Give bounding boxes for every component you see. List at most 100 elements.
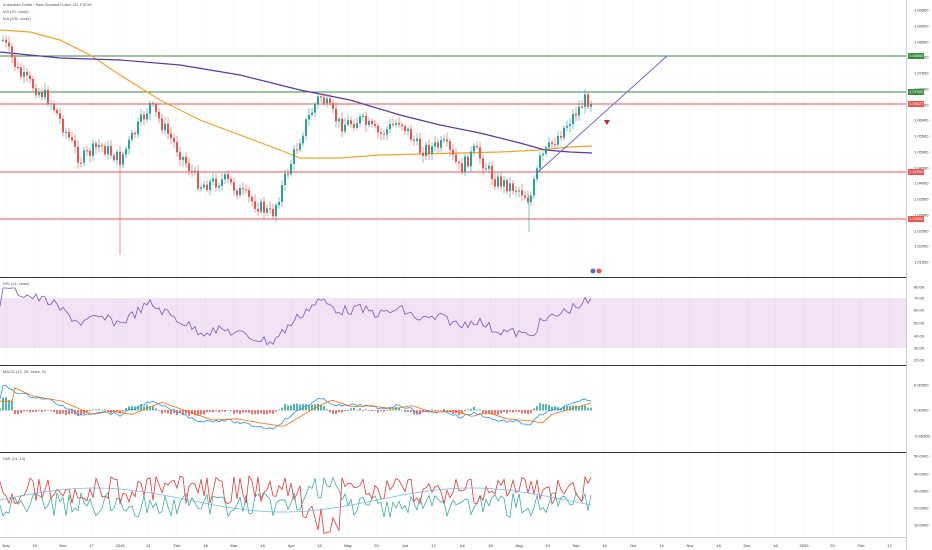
macd-bar bbox=[263, 410, 265, 415]
candle bbox=[476, 146, 478, 148]
price-axis[interactable] bbox=[906, 0, 932, 550]
macd-bar bbox=[260, 410, 262, 414]
rsi-line bbox=[0, 287, 592, 346]
candle bbox=[419, 138, 421, 153]
dmi-legend[interactable]: DMI (14, 14) bbox=[3, 456, 26, 461]
macd-bar bbox=[563, 406, 565, 411]
macd-bar bbox=[107, 410, 109, 412]
rsi-tick-label: 40.00 bbox=[914, 333, 925, 339]
time-tick-label: Mar bbox=[230, 543, 238, 548]
candle bbox=[407, 128, 409, 132]
macd-bar bbox=[296, 403, 298, 411]
candle bbox=[272, 208, 274, 217]
macd-bar bbox=[59, 410, 61, 415]
macd-bar bbox=[95, 409, 97, 411]
macd-bar bbox=[464, 410, 466, 412]
macd-bar bbox=[284, 404, 286, 411]
macd-bar bbox=[347, 410, 349, 412]
candle bbox=[452, 149, 454, 155]
price-tick-label: 1.09500 bbox=[914, 7, 929, 13]
macd-line bbox=[0, 384, 592, 430]
candle bbox=[326, 98, 328, 104]
macd-bar bbox=[35, 410, 37, 412]
candle bbox=[335, 108, 337, 122]
macd-bar bbox=[368, 410, 370, 411]
time-tick-label: Dec bbox=[59, 543, 67, 548]
pane-separator[interactable] bbox=[0, 365, 906, 366]
macd-bar bbox=[215, 410, 217, 411]
candle bbox=[497, 176, 499, 187]
macd-bar bbox=[206, 410, 208, 413]
price-level-tag: 1.03000 bbox=[908, 216, 925, 222]
candle bbox=[512, 183, 514, 191]
macd-bar bbox=[131, 406, 133, 411]
candle bbox=[479, 147, 481, 159]
time-tick-label: Oct bbox=[629, 543, 637, 548]
candle bbox=[185, 156, 187, 164]
time-tick-label: 2019 bbox=[115, 543, 125, 548]
candle bbox=[152, 103, 154, 105]
macd-bar bbox=[257, 410, 259, 415]
macd-legend[interactable]: MACD (12, 26, close, 9) bbox=[3, 369, 46, 374]
events-icon[interactable] bbox=[590, 268, 602, 274]
candle bbox=[155, 103, 157, 112]
time-tick-label: 19 bbox=[32, 543, 37, 548]
macd-bar bbox=[344, 410, 346, 411]
macd-bar bbox=[218, 410, 220, 413]
ma200-legend[interactable]: MA (200, close) bbox=[3, 16, 31, 21]
candle bbox=[56, 110, 58, 114]
candle bbox=[170, 133, 172, 139]
candle bbox=[398, 122, 400, 125]
candle bbox=[581, 106, 583, 108]
candle bbox=[386, 129, 388, 135]
candle bbox=[365, 116, 367, 125]
macd-bar bbox=[290, 405, 292, 411]
candle bbox=[461, 163, 463, 173]
ma20-legend[interactable]: MA (20, close) bbox=[3, 9, 29, 14]
price-chart-canvas[interactable] bbox=[0, 0, 906, 550]
candle bbox=[59, 113, 61, 119]
candle bbox=[506, 180, 508, 192]
macd-bar bbox=[266, 410, 268, 415]
candle bbox=[146, 113, 148, 120]
macd-bar bbox=[443, 409, 445, 411]
pane-separator[interactable] bbox=[0, 452, 906, 453]
dmi-tick-label: 10.0000 bbox=[914, 522, 929, 528]
candle bbox=[440, 140, 442, 148]
candle bbox=[140, 114, 142, 122]
horizontal-levels bbox=[0, 55, 906, 220]
candle bbox=[416, 138, 418, 141]
macd-bar bbox=[575, 405, 577, 411]
candle bbox=[368, 121, 370, 125]
macd-bar bbox=[113, 410, 115, 412]
candle bbox=[491, 165, 493, 180]
macd-bar bbox=[548, 404, 550, 411]
macd-bar bbox=[149, 406, 151, 411]
price-tick-label: 1.05500 bbox=[914, 133, 929, 139]
rsi-legend[interactable]: RSI (14, close) bbox=[3, 281, 30, 286]
candle bbox=[320, 96, 322, 98]
macd-bar bbox=[440, 410, 442, 411]
macd-bar bbox=[269, 410, 271, 414]
price-level-tag: 1.08500 bbox=[908, 53, 925, 59]
macd-bar bbox=[509, 410, 511, 412]
candle bbox=[251, 197, 253, 202]
macd-bar bbox=[122, 410, 124, 412]
macd-bar bbox=[203, 410, 205, 415]
price-tick-label: 1.04000 bbox=[914, 180, 929, 186]
candle bbox=[392, 124, 394, 126]
pane-separator[interactable] bbox=[0, 277, 906, 278]
candle bbox=[548, 142, 550, 148]
candle bbox=[80, 162, 82, 164]
macd-bar bbox=[245, 410, 247, 413]
macd-bar bbox=[62, 410, 64, 414]
candle bbox=[248, 190, 250, 198]
macd-bar bbox=[398, 407, 400, 411]
macd-bar bbox=[383, 410, 385, 412]
macd-bar bbox=[170, 410, 172, 415]
macd-bar bbox=[236, 410, 238, 413]
chart-symbol-title[interactable]: Australian Dollar / New Zealand Dollar, … bbox=[3, 2, 92, 7]
macd-bar bbox=[539, 403, 541, 411]
candle bbox=[413, 139, 415, 141]
candle bbox=[560, 136, 562, 138]
